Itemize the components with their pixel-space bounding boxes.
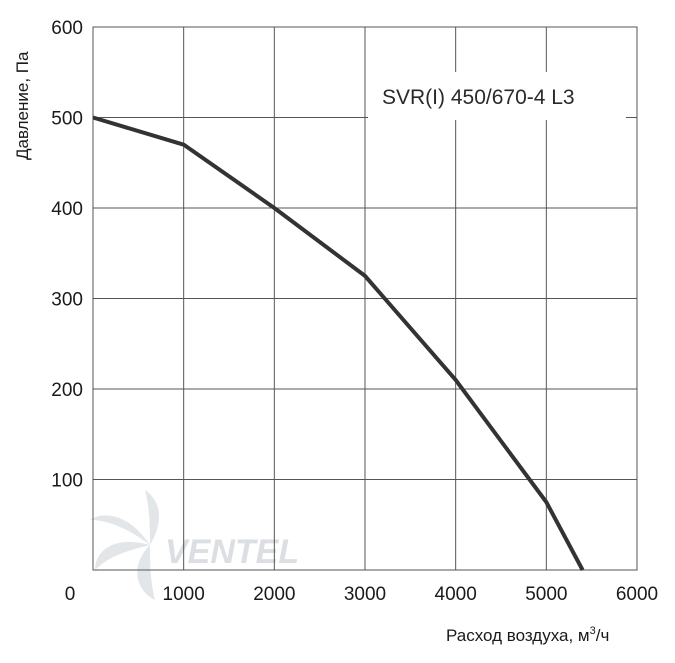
- ventel-watermark-text: VENTEL: [165, 533, 299, 571]
- y-tick-label: 300: [51, 290, 83, 311]
- x-tick-label: 4000: [435, 584, 477, 605]
- x-tick-label: 3000: [344, 584, 386, 605]
- y-axis-label: Давление, Па: [13, 51, 32, 160]
- x-tick-label: 6000: [616, 584, 658, 605]
- y-tick-label: 500: [51, 109, 83, 130]
- x-tick-labels: 0 1000 2000 3000 4000 5000 6000: [65, 584, 658, 605]
- x-axis-label-superscript: 3: [590, 625, 596, 637]
- x-tick-label: 0: [65, 584, 76, 605]
- x-tick-label: 2000: [253, 584, 295, 605]
- series-line: [92, 115, 585, 571]
- chart-title: SVR(I) 450/670-4 L3: [382, 86, 575, 109]
- y-tick-label: 400: [51, 199, 83, 220]
- x-axis-label-text: Расход воздуха, м: [446, 626, 590, 645]
- ventel-watermark-logo: VENTEL: [90, 490, 299, 600]
- plot-frame: [92, 26, 638, 571]
- x-tick-label: 1000: [163, 584, 205, 605]
- x-axis-label: Расход воздуха, м3/ч: [446, 625, 609, 645]
- x-axis-label-rest: /ч: [596, 626, 610, 645]
- y-tick-label: 200: [51, 380, 83, 401]
- y-tick-label: 100: [51, 471, 83, 492]
- y-tick-labels: 100 200 300 400 500 600: [51, 18, 83, 492]
- series-lines: [92, 115, 585, 571]
- y-tick-label: 600: [51, 18, 83, 39]
- x-tick-label: 5000: [525, 584, 567, 605]
- title-background: [368, 72, 626, 120]
